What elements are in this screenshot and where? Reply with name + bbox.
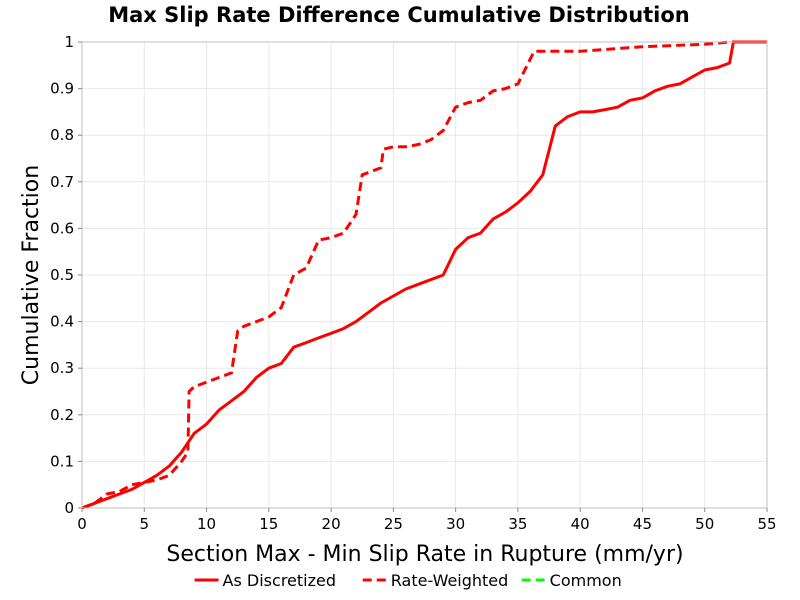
grid-lines	[81, 41, 768, 509]
y-tick-label: 0.5	[50, 266, 74, 284]
x-tick-label: 25	[384, 515, 403, 533]
x-tick-label: 30	[446, 515, 465, 533]
x-tick-label: 0	[77, 515, 87, 533]
y-axis-ticks: 0 0.1 0.2 0.3 0.4 0.5 0.6 0.7 0.8 0.9 1	[50, 33, 82, 517]
y-tick-label: 0.6	[50, 219, 74, 237]
y-tick-label: 0.2	[50, 406, 74, 424]
legend-label: Rate-Weighted	[391, 571, 509, 590]
x-tick-label: 35	[508, 515, 527, 533]
x-tick-label: 40	[571, 515, 590, 533]
y-tick-label: 0.1	[50, 452, 74, 470]
y-tick-label: 0.9	[50, 80, 74, 98]
x-tick-label: 45	[633, 515, 652, 533]
legend-label: Common	[550, 571, 622, 590]
y-tick-label: 1	[64, 33, 74, 51]
series-line-as-discretized	[81, 40, 767, 510]
y-tick-label: 0.3	[50, 359, 74, 377]
x-tick-label: 55	[757, 515, 776, 533]
x-tick-label: 5	[139, 515, 149, 533]
x-tick-label: 50	[695, 515, 714, 533]
chart-title: Max Slip Rate Difference Cumulative Dist…	[108, 3, 690, 27]
x-tick-label: 10	[197, 515, 216, 533]
legend: As Discretized Rate-Weighted Common	[194, 571, 622, 590]
y-tick-label: 0.7	[50, 173, 74, 191]
x-axis-ticks: 0 5 10 15 20 25 30 35 40 45 50 55	[77, 508, 777, 533]
x-axis-label: Section Max - Min Slip Rate in Rupture (…	[166, 542, 683, 567]
y-tick-label: 0	[64, 499, 74, 517]
series-line-rate-weighted	[81, 40, 767, 510]
x-tick-label: 20	[322, 515, 341, 533]
x-tick-label: 15	[259, 515, 278, 533]
series-layer	[81, 40, 767, 510]
y-axis-label: Cumulative Fraction	[19, 165, 44, 385]
y-tick-label: 0.8	[50, 126, 74, 144]
legend-label: As Discretized	[223, 571, 336, 590]
y-tick-label: 0.4	[50, 313, 74, 331]
